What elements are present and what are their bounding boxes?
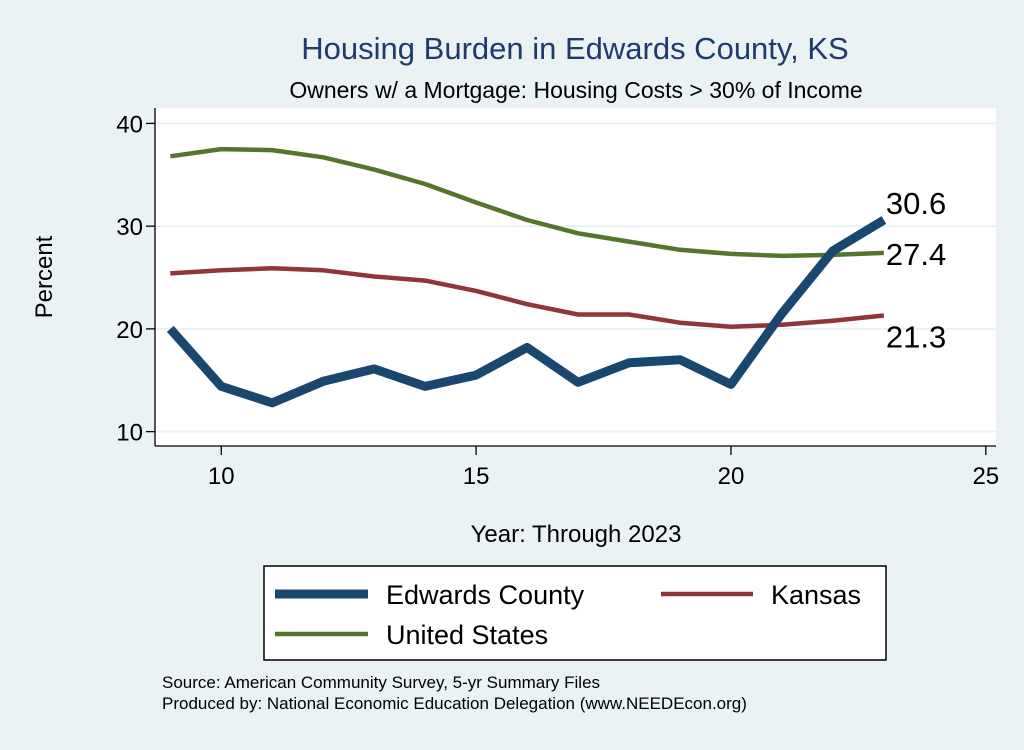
end-labels: 30.6 21.3 27.4 <box>886 186 946 355</box>
producer-note: Produced by: National Economic Education… <box>162 694 747 713</box>
y-tick-label: 30 <box>116 214 143 241</box>
legend-label-kansas: Kansas <box>771 580 861 610</box>
source-note: Source: American Community Survey, 5-yr … <box>162 673 600 692</box>
y-axis-ticks: 10 20 30 40 <box>116 111 155 447</box>
end-label-united-states: 27.4 <box>886 237 946 272</box>
series-line-united-states <box>169 146 884 259</box>
x-tick-label: 20 <box>718 463 745 490</box>
end-label-kansas: 21.3 <box>886 320 946 355</box>
legend: Edwards County Kansas United States <box>263 565 887 661</box>
y-tick-label: 10 <box>116 420 143 447</box>
x-tick-label: 10 <box>208 463 235 490</box>
legend-label-united-states: United States <box>386 620 548 650</box>
series-line-kansas <box>170 266 885 330</box>
y-tick-label: 20 <box>116 317 143 344</box>
x-tick-label: 15 <box>463 463 490 490</box>
y-tick-label: 40 <box>116 111 143 138</box>
end-label-edwards-county: 30.6 <box>886 186 946 221</box>
grid-lines <box>155 122 996 433</box>
axes <box>154 108 996 447</box>
legend-box <box>263 565 887 661</box>
chart-subtitle: Owners w/ a Mortgage: Housing Costs > 30… <box>289 77 862 103</box>
y-axis-label: Percent <box>31 235 58 318</box>
x-axis-label: Year: Through 2023 <box>471 521 682 548</box>
series-lines <box>166 146 887 408</box>
legend-label-edwards-county: Edwards County <box>386 580 585 610</box>
chart-title: Housing Burden in Edwards County, KS <box>301 31 848 66</box>
series-line-edwards-county <box>166 216 887 408</box>
x-axis-ticks: 10 15 20 25 <box>208 446 999 490</box>
x-tick-label: 25 <box>972 463 999 490</box>
